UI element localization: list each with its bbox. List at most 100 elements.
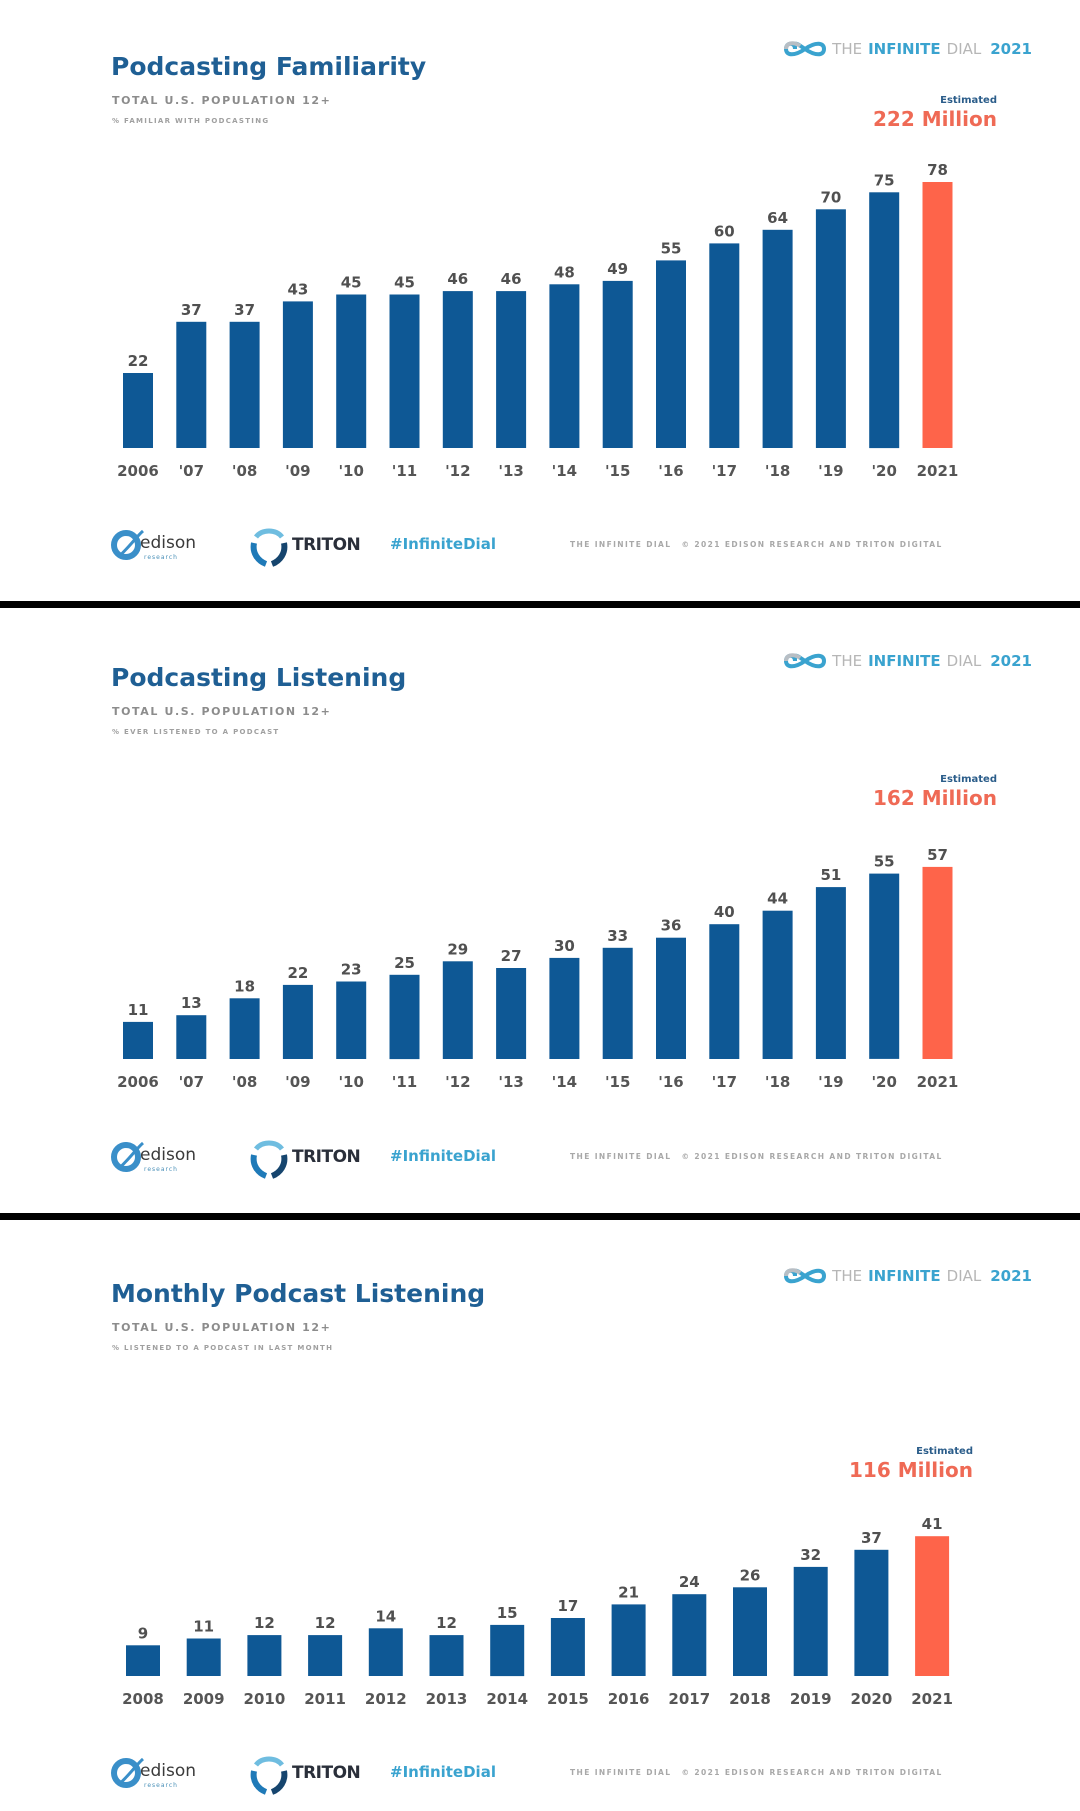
- value-label: 36: [661, 917, 682, 935]
- value-label: 45: [341, 274, 362, 292]
- value-label: 70: [820, 188, 841, 206]
- bar-2011: [308, 1635, 343, 1676]
- value-label: 51: [820, 866, 841, 884]
- estimate-value: 162 Million: [872, 786, 997, 810]
- value-label: 26: [740, 1566, 761, 1584]
- bar-2015: [550, 1618, 585, 1676]
- bar-2020: [854, 1549, 889, 1676]
- value-label: 44: [767, 890, 788, 908]
- footer: edison research TRITON #InfiniteDial THE…: [110, 1135, 990, 1179]
- x-tick-label: '07: [179, 1073, 204, 1091]
- bar-16: [656, 260, 686, 448]
- x-tick-label: 2020: [851, 1690, 893, 1708]
- value-label: 12: [254, 1614, 275, 1632]
- x-tick-label: 2013: [426, 1690, 468, 1708]
- copyright: THE INFINITE DIAL © 2021 EDISON RESEARCH …: [570, 540, 943, 549]
- value-label: 11: [128, 1001, 149, 1019]
- panel-monthly-podcast-listening: Monthly Podcast Listening TOTAL U.S. POP…: [0, 1220, 1080, 1811]
- value-label: 25: [394, 954, 415, 972]
- x-tick-label: 2018: [729, 1690, 771, 1708]
- x-tick-label: '14: [552, 462, 577, 480]
- x-tick-label: '17: [712, 1073, 737, 1091]
- value-label: 49: [607, 260, 628, 278]
- bar-2017: [672, 1594, 707, 1676]
- x-tick-label: '08: [232, 1073, 257, 1091]
- estimate-callout: Estimated 162 Million: [873, 774, 997, 810]
- value-label: 12: [315, 1614, 336, 1632]
- bar-11: [389, 294, 420, 448]
- bar-17: [709, 243, 740, 448]
- triton-logo: TRITON: [250, 1755, 361, 1795]
- x-tick-label: 2021: [917, 462, 959, 480]
- x-tick-label: 2009: [183, 1690, 225, 1708]
- bar-20: [869, 873, 900, 1059]
- estimate-label: Estimated: [916, 1446, 973, 1457]
- triton-icon: [250, 528, 288, 567]
- estimate-label: Estimated: [940, 95, 997, 106]
- panel-podcasting-listening: Podcasting Listening TOTAL U.S. POPULATI…: [0, 608, 1080, 1213]
- copyright: THE INFINITE DIAL © 2021 EDISON RESEARCH …: [570, 1152, 943, 1161]
- value-label: 45: [394, 274, 415, 292]
- bar-20: [869, 192, 900, 449]
- value-label: 11: [193, 1618, 214, 1636]
- x-tick-label: '08: [232, 462, 257, 480]
- bar-2018: [733, 1587, 767, 1676]
- hashtag-link[interactable]: #InfiniteDial: [390, 1147, 496, 1165]
- x-tick-label: 2006: [117, 1073, 159, 1091]
- brand-dial: DIAL: [946, 652, 982, 670]
- value-label: 29: [447, 940, 468, 958]
- brand-infinite: INFINITE: [868, 40, 941, 58]
- panel-podcasting-familiarity: Podcasting Familiarity TOTAL U.S. POPULA…: [0, 0, 1080, 601]
- hashtag-link[interactable]: #InfiniteDial: [390, 535, 496, 553]
- value-label: 17: [557, 1597, 578, 1615]
- bar-2021: [922, 182, 953, 448]
- bar-11: [389, 974, 420, 1060]
- x-tick-label: 2011: [304, 1690, 346, 1708]
- footer: edison research TRITON #InfiniteDial THE…: [110, 1751, 990, 1795]
- copyright-right: © 2021 EDISON RESEARCH AND TRITON DIGITA…: [681, 1768, 943, 1777]
- triton-wordmark: TRITON: [292, 1147, 361, 1167]
- value-label: 33: [607, 927, 628, 945]
- value-label: 37: [181, 301, 202, 319]
- hashtag-link[interactable]: #InfiniteDial: [390, 1763, 496, 1781]
- copyright-right: © 2021 EDISON RESEARCH AND TRITON DIGITA…: [681, 1152, 943, 1161]
- bar-2013: [429, 1635, 464, 1676]
- chart-subtitle: TOTAL U.S. POPULATION 12+: [112, 1321, 332, 1334]
- value-label: 14: [375, 1607, 396, 1625]
- bar-2021: [915, 1536, 950, 1676]
- bar-2016: [611, 1604, 646, 1676]
- triton-wordmark: TRITON: [292, 535, 361, 555]
- value-label: 75: [874, 171, 895, 189]
- x-tick-label: '07: [179, 462, 204, 480]
- x-tick-label: '11: [392, 462, 417, 480]
- estimate-value: 116 Million: [848, 1458, 973, 1482]
- value-label: 22: [128, 352, 149, 370]
- x-tick-label: '09: [285, 462, 310, 480]
- copyright-left: THE INFINITE DIAL: [570, 1152, 672, 1161]
- bar-08: [229, 998, 260, 1059]
- value-label: 12: [436, 1614, 457, 1632]
- bar-2012: [368, 1628, 403, 1676]
- panel-divider: [0, 1213, 1080, 1220]
- x-tick-label: '18: [765, 1073, 790, 1091]
- bar-2019: [793, 1566, 828, 1676]
- brand-year: 2021: [990, 652, 1032, 670]
- x-tick-label: '20: [871, 1073, 896, 1091]
- bar-15: [602, 947, 633, 1059]
- x-tick-label: 2021: [911, 1690, 953, 1708]
- chart-title: Podcasting Listening: [111, 663, 407, 692]
- brand-infinite: INFINITE: [868, 652, 941, 670]
- chart-subtitle: TOTAL U.S. POPULATION 12+: [112, 94, 332, 107]
- x-tick-label: 2017: [668, 1690, 710, 1708]
- bar-19: [815, 209, 846, 448]
- triton-icon: [250, 1140, 288, 1179]
- value-label: 37: [861, 1529, 882, 1547]
- value-label: 60: [714, 222, 735, 240]
- bar-16: [656, 937, 686, 1059]
- bar-2008: [126, 1645, 160, 1676]
- value-label: 21: [618, 1583, 639, 1601]
- value-label: 15: [497, 1604, 518, 1622]
- edison-wordmark: edison: [140, 533, 197, 553]
- brand-the: THE: [832, 40, 863, 58]
- chart-title: Monthly Podcast Listening: [111, 1279, 486, 1308]
